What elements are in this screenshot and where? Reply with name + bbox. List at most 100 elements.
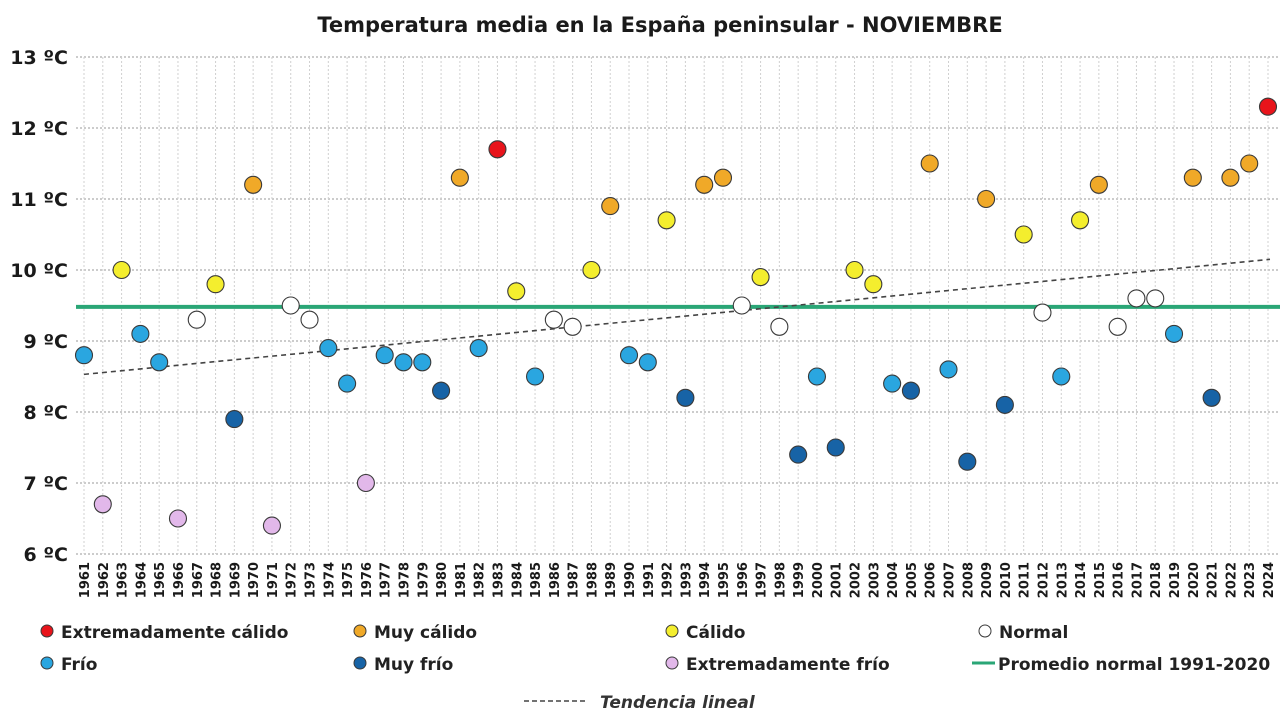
x-tick-label: 2007 <box>943 562 958 598</box>
x-tick-label: 1979 <box>416 562 431 598</box>
data-point <box>187 310 206 329</box>
x-tick-label: 2014 <box>1074 562 1089 598</box>
data-points <box>74 97 1278 535</box>
x-tick-label: 2000 <box>811 562 826 598</box>
y-tick-label: 12 ºC <box>10 118 68 140</box>
data-point <box>394 353 413 372</box>
x-tick-label: 1991 <box>642 562 657 598</box>
x-tick-label: 2008 <box>961 562 976 598</box>
data-point <box>319 339 338 358</box>
data-point <box>1164 324 1184 343</box>
x-tick-label: 1997 <box>755 562 770 598</box>
data-point <box>338 374 357 393</box>
x-tick-label: 2002 <box>849 562 864 598</box>
x-tick-label: 2024 <box>1262 562 1277 598</box>
data-point <box>225 410 244 429</box>
data-point <box>1033 303 1052 322</box>
data-point <box>883 374 902 393</box>
data-point <box>93 495 112 514</box>
y-tick-label: 6 ºC <box>24 544 69 566</box>
y-tick-label: 13 ºC <box>10 47 68 69</box>
legend-trend-label: Tendencia lineal <box>600 693 756 713</box>
data-point <box>206 275 225 294</box>
x-tick-label: 2006 <box>924 562 939 598</box>
x-tick-label: 1984 <box>510 562 525 598</box>
data-point <box>977 189 996 209</box>
y-tick-label: 8 ºC <box>24 402 69 424</box>
data-point <box>469 339 488 358</box>
data-point <box>1052 367 1071 386</box>
x-tick-label: 1961 <box>78 562 93 598</box>
legend: Extremadamente cálido Muy cálido Cálido Nor… <box>40 623 1270 713</box>
data-point <box>676 388 695 407</box>
x-tick-label: 1965 <box>153 562 168 598</box>
data-point <box>356 473 375 493</box>
x-tick-label: 1966 <box>172 562 187 598</box>
data-point <box>939 360 958 379</box>
x-tick-label: 2013 <box>1055 562 1070 598</box>
x-tick-label: 1982 <box>473 562 488 598</box>
data-point <box>901 381 920 400</box>
data-point <box>1127 289 1146 308</box>
chart-title: Temperatura media en la España peninsula… <box>317 13 1002 37</box>
x-tick-label: 1996 <box>736 562 751 598</box>
data-point <box>995 395 1014 414</box>
x-tick-label: 1963 <box>116 562 131 598</box>
data-point <box>845 260 864 280</box>
x-tick-label: 1971 <box>266 562 281 598</box>
x-tick-label: 1969 <box>228 562 243 598</box>
x-tick-label: 2020 <box>1187 562 1202 598</box>
legend-label: Cálido <box>686 623 745 643</box>
x-tick-label: 1973 <box>304 562 319 598</box>
x-tick-label: 1967 <box>191 562 206 598</box>
y-tick-label: 11 ºC <box>10 189 68 211</box>
x-tick-label: 1985 <box>529 562 544 598</box>
data-point <box>563 317 582 336</box>
data-point <box>150 353 169 372</box>
x-tick-label: 1968 <box>210 562 225 598</box>
data-point <box>920 154 939 173</box>
data-point <box>544 310 563 329</box>
legend-marker <box>40 624 54 638</box>
y-tick-label: 7 ºC <box>24 473 69 495</box>
data-point <box>770 317 789 336</box>
y-axis: 6 ºC 7 ºC 8 ºC 9 ºC 10 ºC 11 ºC 12 ºC 13 ºC <box>10 47 68 566</box>
data-point <box>131 324 150 343</box>
x-tick-label: 1983 <box>491 562 506 598</box>
x-tick-label: 2011 <box>1018 562 1033 598</box>
data-point <box>244 175 263 194</box>
data-point <box>1071 211 1090 230</box>
data-point <box>1240 154 1259 173</box>
data-point <box>432 381 451 400</box>
data-point <box>168 509 188 528</box>
x-tick-label: 1978 <box>397 562 412 598</box>
data-point <box>751 268 770 287</box>
x-tick-label: 1994 <box>698 562 713 598</box>
x-tick-label: 1995 <box>717 562 732 598</box>
x-tick-label: 1981 <box>454 562 469 598</box>
x-tick-label: 2016 <box>1112 562 1127 598</box>
x-tick-label: 1993 <box>679 562 694 598</box>
legend-label: Frío <box>61 655 97 675</box>
legend-label: Extremadamente frío <box>686 655 890 675</box>
data-point <box>1258 97 1278 116</box>
data-point <box>488 140 507 159</box>
x-tick-label: 1999 <box>792 562 807 598</box>
data-point <box>807 367 827 386</box>
data-point <box>1108 317 1127 336</box>
legend-marker <box>353 656 367 670</box>
data-point <box>281 296 300 315</box>
trend-layer <box>83 258 1271 376</box>
x-tick-label: 2018 <box>1149 562 1164 598</box>
x-tick-label: 2001 <box>830 562 845 598</box>
legend-label: Normal <box>999 623 1068 643</box>
data-point <box>638 353 657 372</box>
data-point <box>525 367 545 386</box>
data-point <box>450 168 469 187</box>
x-tick-label: 1988 <box>585 562 600 598</box>
x-tick-label: 2012 <box>1036 562 1051 598</box>
x-tick-label: 2019 <box>1168 562 1183 598</box>
data-point <box>112 260 131 280</box>
data-point <box>732 296 751 315</box>
